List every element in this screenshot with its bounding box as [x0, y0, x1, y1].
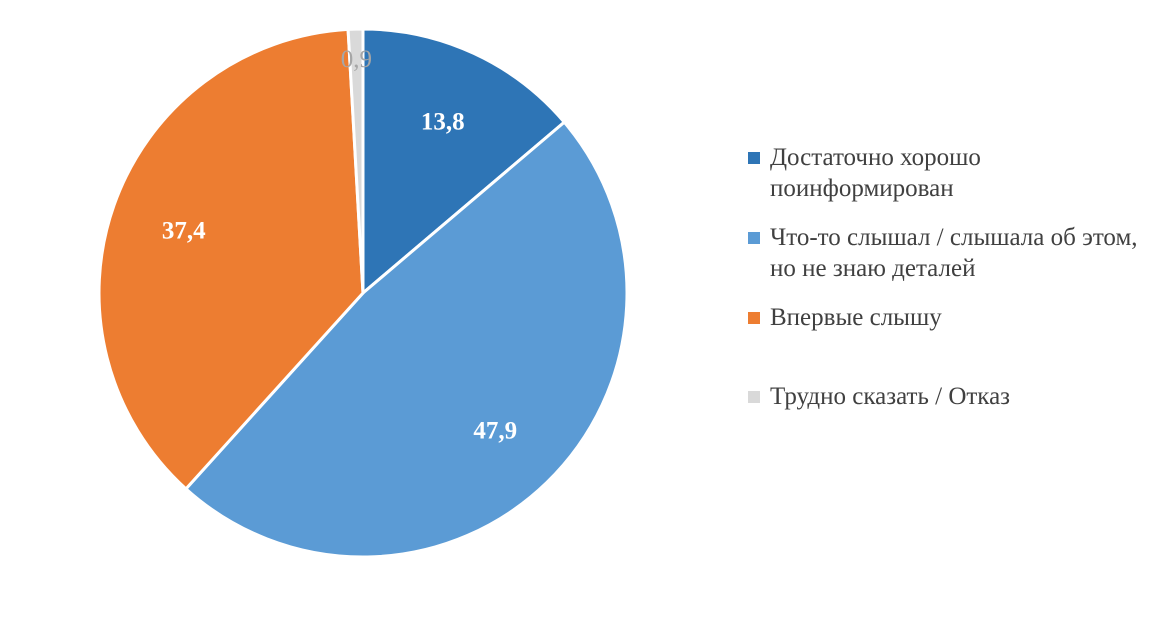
legend-swatch	[748, 232, 760, 244]
legend-item-heard-something: Что-то слышал / слышала об этом, но не з…	[748, 222, 1148, 284]
legend-label: Что-то слышал / слышала об этом, но не з…	[770, 224, 1138, 282]
legend-label: Впервые слышу	[770, 304, 942, 331]
legend-swatch	[748, 312, 760, 324]
slice-hard-to-say	[346, 27, 365, 295]
data-label-heard-something: 47,9	[473, 418, 517, 445]
legend-item-well-informed: Достаточно хорошо поинформирован	[748, 142, 1148, 204]
legend-label: Трудно сказать / Отказ	[770, 383, 1011, 410]
data-label-first-time: 37,4	[162, 218, 206, 245]
data-label-hard-to-say: 0,9	[341, 46, 372, 73]
slice-first-time	[97, 27, 365, 491]
legend: Достаточно хорошо поинформирован Что-то …	[748, 142, 1148, 412]
legend-item-first-time: Впервые слышу	[748, 302, 1148, 333]
legend-swatch	[748, 152, 760, 164]
legend-item-hard-to-say: Трудно сказать / Отказ	[748, 381, 1148, 412]
slice-well-informed	[361, 27, 566, 295]
data-label-well-informed: 13,8	[421, 109, 465, 136]
legend-swatch	[748, 391, 760, 403]
legend-label: Достаточно хорошо поинформирован	[770, 144, 981, 202]
slice-heard-something	[184, 120, 629, 559]
